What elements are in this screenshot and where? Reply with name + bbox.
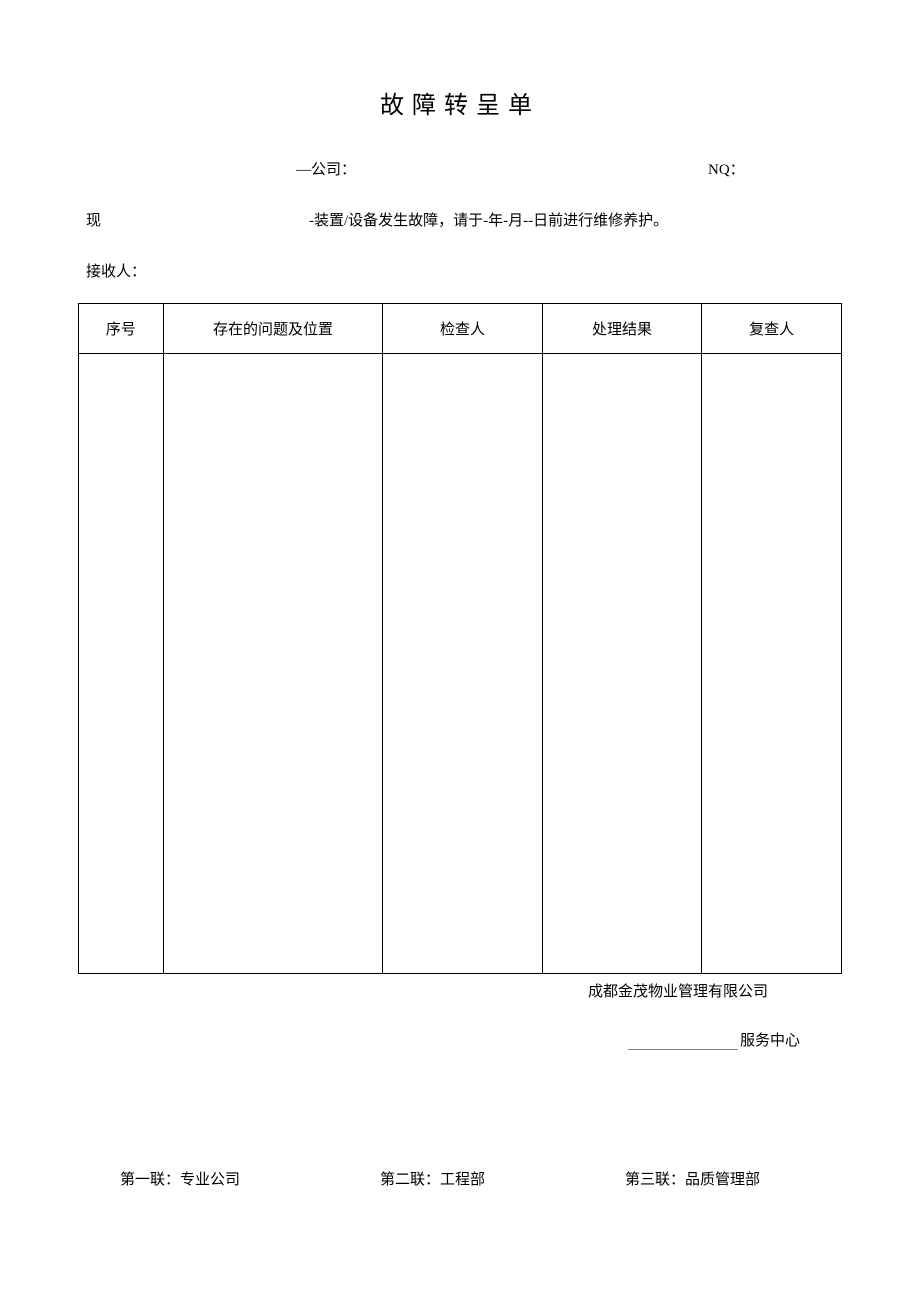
- table-body-row: [79, 354, 842, 974]
- footer-service-center: 服务中心: [78, 1029, 842, 1050]
- company-label: —公司：: [296, 158, 356, 179]
- instruction-line: 现 -装置/设备发生故障，请于-年-月--日前进行维修养护。: [78, 209, 842, 230]
- col-reviewer: 复查人: [702, 304, 842, 354]
- nq-label: NQ：: [708, 158, 745, 179]
- cell-inspector: [383, 354, 543, 974]
- col-seq: 序号: [79, 304, 164, 354]
- table-header-row: 序号 存在的问题及位置 检查人 处理结果 复查人: [79, 304, 842, 354]
- col-result: 处理结果: [542, 304, 702, 354]
- col-issue: 存在的问题及位置: [163, 304, 382, 354]
- page-title: 故障转呈单: [78, 85, 842, 120]
- col-inspector: 检查人: [383, 304, 543, 354]
- copies-row: 第一联：专业公司 第二联：工程部 第三联：品质管理部: [78, 1168, 842, 1189]
- copy-3: 第三联：品质管理部: [625, 1168, 760, 1189]
- cell-result: [542, 354, 702, 974]
- instruction-prefix: 现: [86, 213, 101, 229]
- cell-seq: [79, 354, 164, 974]
- footer-company: 成都金茂物业管理有限公司: [78, 980, 842, 1001]
- copy-1: 第一联：专业公司: [120, 1168, 240, 1189]
- cell-reviewer: [702, 354, 842, 974]
- copy-2: 第二联：工程部: [380, 1168, 485, 1189]
- receiver-label: 接收人：: [78, 260, 842, 281]
- service-blank-underline: [628, 1036, 738, 1050]
- header-row: —公司： NQ：: [78, 158, 842, 179]
- instruction-body: -装置/设备发生故障，请于-年-月--日前进行维修养护。: [309, 213, 668, 229]
- service-suffix: 服务中心: [740, 1033, 800, 1049]
- fault-table: 序号 存在的问题及位置 检查人 处理结果 复查人: [78, 303, 842, 974]
- cell-issue: [163, 354, 382, 974]
